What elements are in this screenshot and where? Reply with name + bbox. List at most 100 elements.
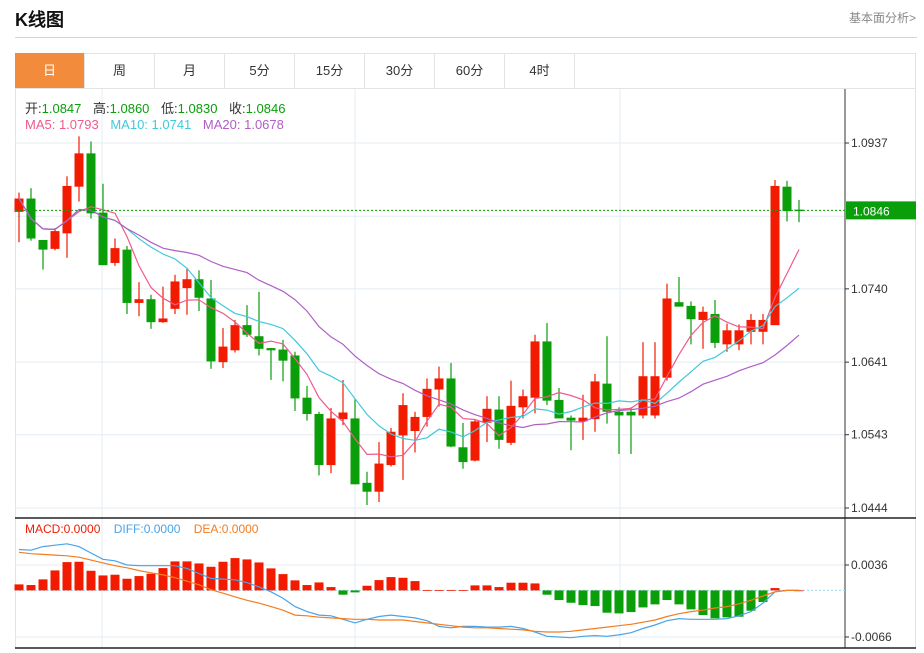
tab-4hour[interactable]: 4时 (505, 53, 575, 88)
candle (134, 282, 144, 317)
candle-body (734, 330, 744, 345)
tab-month[interactable]: 月 (155, 53, 225, 88)
macd-bar (314, 582, 324, 591)
candle-body (314, 413, 324, 466)
candle-body (194, 279, 204, 298)
macd-bar (482, 585, 492, 591)
candle (698, 306, 708, 349)
candle-body (98, 212, 108, 266)
candle-body (134, 299, 144, 303)
candle-body (446, 378, 456, 447)
tab-30min[interactable]: 30分 (365, 53, 435, 88)
macd-bar (578, 590, 588, 606)
tab-15min[interactable]: 15分 (295, 53, 365, 88)
candle (674, 277, 684, 307)
candle-body (242, 325, 252, 335)
macd-bar (26, 585, 36, 591)
candle-body (518, 396, 528, 408)
macd-bar (722, 590, 732, 618)
candle-body (350, 418, 360, 485)
open-value: 1.0847 (41, 101, 82, 116)
fundamental-analysis-link[interactable]: 基本面分析> (848, 11, 916, 25)
macd-bar (98, 575, 108, 591)
tab-60min[interactable]: 60分 (435, 53, 505, 88)
candle (170, 274, 180, 315)
candle (542, 322, 552, 406)
candle (506, 380, 516, 446)
candle (746, 314, 756, 345)
macd-bar (386, 577, 396, 591)
candle-body (650, 376, 660, 416)
candle (230, 319, 240, 353)
candle (98, 183, 108, 266)
price-tick-label: 1.0740 (851, 282, 888, 296)
dea-line (18, 551, 799, 633)
candle (566, 415, 576, 451)
candle-body (782, 186, 792, 212)
candle (110, 238, 120, 266)
candle (314, 411, 324, 476)
tab-5min[interactable]: 5分 (225, 53, 295, 88)
macd-bar (74, 561, 84, 591)
macd-bar (446, 590, 456, 591)
macd-bar (50, 570, 60, 591)
macd-bar (134, 576, 144, 591)
tab-week[interactable]: 周 (85, 53, 155, 88)
candle (182, 268, 192, 315)
macd-bar (146, 573, 156, 591)
candle-body (326, 418, 336, 466)
macd-bar (398, 577, 408, 591)
chart-container (15, 53, 916, 648)
candle (410, 411, 420, 453)
macd-bar (710, 590, 720, 619)
ma20-line (18, 198, 800, 429)
macd-bar (686, 590, 696, 610)
macd-bar (494, 587, 504, 591)
candle (74, 136, 84, 202)
macd-bar (14, 584, 24, 591)
candle-body (722, 330, 732, 345)
candle-body (338, 412, 348, 420)
ohlc-info: 开:1.0847 高:1.0860 低:1.0830 收:1.0846 (25, 98, 293, 117)
macd-value: MACD:0.0000 (25, 522, 101, 536)
candle-body (410, 416, 420, 432)
candle-body (506, 405, 516, 443)
candle-body (206, 298, 216, 362)
candle (38, 239, 48, 270)
candle-body (146, 299, 156, 323)
macd-bar (170, 561, 180, 591)
candle-body (458, 447, 468, 463)
macd-bar (290, 580, 300, 591)
open-label: 开: (25, 101, 42, 116)
candle-body (530, 341, 540, 398)
candle-body (62, 185, 72, 234)
candle-body (770, 185, 780, 326)
tab-day[interactable]: 日 (15, 53, 85, 88)
candle (26, 188, 36, 241)
candle-body (278, 349, 288, 361)
candle (578, 394, 588, 440)
ma5-line (18, 198, 800, 458)
close-value: 1.0846 (245, 101, 286, 116)
macd-bar (614, 590, 624, 614)
candle-body (590, 381, 600, 420)
period-tabs: 日 周 月 5分 15分 30分 60分 4时 (15, 53, 916, 89)
diff-value: DIFF:0.0000 (113, 522, 181, 536)
macd-bar (266, 568, 276, 591)
candle-body (578, 417, 588, 422)
candle (326, 408, 336, 474)
diff-line (18, 543, 799, 639)
candle (146, 294, 156, 329)
candle (398, 393, 408, 480)
ma20-value: MA20: 1.0678 (202, 117, 284, 132)
candle (638, 342, 648, 419)
candle-body (14, 198, 24, 212)
candle (794, 200, 804, 223)
candle (362, 471, 372, 506)
macd-bar (566, 590, 576, 603)
candle (614, 407, 624, 454)
candle-body (386, 431, 396, 466)
candle (62, 176, 72, 258)
candle (482, 396, 492, 443)
